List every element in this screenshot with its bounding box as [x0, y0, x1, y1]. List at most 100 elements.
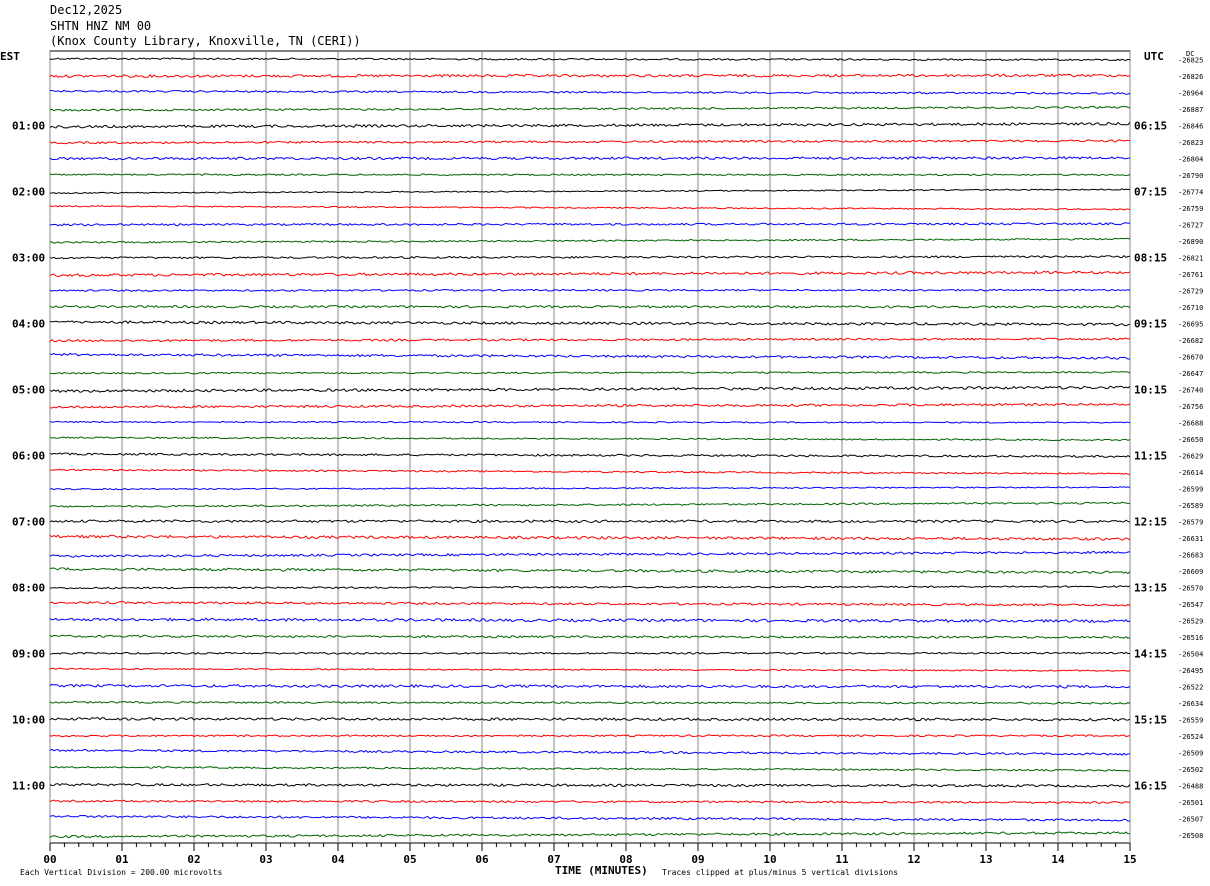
seismic-trace — [49, 585, 1131, 590]
dc-offset-label: -26890 — [1178, 238, 1203, 246]
right-time-label: 09:15 — [1134, 317, 1167, 330]
dc-offset-label: -26670 — [1178, 353, 1203, 361]
seismic-trace — [49, 337, 1131, 343]
dc-offset-label: -26501 — [1178, 799, 1203, 807]
dc-offset-label: -26790 — [1178, 172, 1203, 180]
dc-offset-label: -26650 — [1178, 436, 1203, 444]
seismic-trace — [49, 550, 1131, 558]
x-tick-label: 03 — [259, 853, 272, 866]
chart-date: Dec12,2025 — [50, 3, 123, 17]
dc-offset-label: -26529 — [1178, 617, 1203, 625]
seismic-trace — [49, 748, 1131, 756]
dc-offset-label: -26631 — [1178, 535, 1203, 543]
seismic-trace — [49, 567, 1131, 575]
seismic-trace — [49, 204, 1131, 211]
seismic-trace — [49, 173, 1131, 177]
dc-offset-label: -26609 — [1178, 568, 1203, 576]
dc-offset-label: -26508 — [1178, 832, 1203, 840]
x-tick-label: 05 — [403, 853, 416, 866]
seismic-traces — [49, 57, 1131, 839]
x-tick-label: 08 — [619, 853, 632, 866]
axis-labels: 00 01 02 03 04 05 06 07 08 09 10 11 12 13 14 15 -26825 -2… — [12, 56, 1203, 866]
x-tick-label: 11 — [835, 853, 849, 866]
seismic-trace — [49, 717, 1131, 722]
x-tick-label: 02 — [187, 853, 200, 866]
dc-offset-label: -26522 — [1178, 683, 1203, 691]
dc-offset-label: -26825 — [1178, 56, 1203, 64]
dc-offset-label: -26502 — [1178, 766, 1203, 774]
seismic-trace — [49, 667, 1131, 672]
station-code: SHTN HNZ NM 00 — [50, 19, 152, 33]
dc-offset-label: -26729 — [1178, 287, 1203, 295]
seismic-trace — [49, 734, 1131, 738]
seismic-trace — [49, 222, 1131, 227]
dc-offset-label: -26579 — [1178, 518, 1203, 526]
seismic-trace — [49, 534, 1131, 541]
right-time-label: 14:15 — [1134, 647, 1167, 660]
left-time-label: 09:00 — [12, 647, 45, 660]
dc-offset-label: -26682 — [1178, 337, 1203, 345]
dc-offset-label: -26599 — [1178, 485, 1203, 493]
seismic-trace — [49, 402, 1131, 409]
seismic-trace — [49, 651, 1131, 655]
footer-division-note: Each Vertical Division = 200.00 microvol… — [20, 868, 222, 877]
dc-offset-label: -26727 — [1178, 221, 1203, 229]
seismic-trace — [49, 121, 1131, 129]
left-time-label: 04:00 — [12, 317, 45, 330]
dc-offset-label: -26804 — [1178, 155, 1203, 163]
seismic-trace — [49, 519, 1131, 524]
dc-offset-label: -26547 — [1178, 601, 1203, 609]
left-time-label: 06:00 — [12, 449, 45, 462]
seismic-trace — [49, 765, 1131, 772]
dc-offset-label: -26683 — [1178, 551, 1203, 559]
dc-offset-label: -26559 — [1178, 716, 1203, 724]
right-time-label: 13:15 — [1134, 581, 1167, 594]
seismic-trace — [49, 420, 1131, 424]
x-tick-label: 12 — [907, 853, 920, 866]
dc-offset-label: -26964 — [1178, 89, 1203, 97]
dc-offset-label: -26524 — [1178, 733, 1203, 741]
dc-offset-label: -26821 — [1178, 254, 1203, 262]
right-time-label: 10:15 — [1134, 383, 1167, 396]
x-tick-label: 06 — [475, 853, 489, 866]
dc-offset-label: -26495 — [1178, 667, 1203, 675]
dc-offset-label: -26688 — [1178, 419, 1203, 427]
left-time-label: 02:00 — [12, 185, 45, 198]
dc-offset-label: -26740 — [1178, 386, 1203, 394]
x-tick-label: 00 — [43, 853, 56, 866]
left-time-label: 01:00 — [12, 119, 45, 132]
right-time-label: 15:15 — [1134, 713, 1167, 726]
seismic-trace — [49, 831, 1131, 839]
left-time-label: 07:00 — [12, 515, 45, 528]
left-time-label: 03:00 — [12, 251, 45, 264]
dc-offset-label: -26826 — [1178, 73, 1203, 81]
dc-offset-label: -26509 — [1178, 749, 1203, 757]
plot-frame — [49, 50, 1131, 844]
dc-offset-label: -26570 — [1178, 584, 1203, 592]
seismic-trace — [49, 304, 1131, 309]
dc-offset-label: -26710 — [1178, 304, 1203, 312]
dc-offset-label: -26761 — [1178, 271, 1203, 279]
x-tick-label: 10 — [763, 853, 776, 866]
seismic-trace — [49, 486, 1131, 491]
right-time-label: 16:15 — [1134, 779, 1167, 792]
dc-offset-label: -26846 — [1178, 122, 1203, 130]
station-location: (Knox County Library, Knoxville, TN (CER… — [50, 34, 361, 48]
dc-offset-label: -26629 — [1178, 452, 1203, 460]
dc-offset-label: -26774 — [1178, 188, 1203, 196]
x-tick-label: 01 — [115, 853, 129, 866]
x-tick-label: 15 — [1123, 853, 1136, 866]
dc-offset-label: -26634 — [1178, 700, 1203, 708]
x-tick-label: 04 — [331, 853, 345, 866]
seismic-trace — [49, 105, 1131, 112]
right-time-label: 08:15 — [1134, 251, 1167, 264]
left-axis-title: EST — [0, 50, 20, 63]
seismic-trace — [49, 700, 1131, 705]
x-tick-label: 14 — [1051, 853, 1065, 866]
seismic-trace — [49, 782, 1131, 788]
seismic-trace — [49, 188, 1131, 195]
x-tick-label: 09 — [691, 853, 704, 866]
seismic-trace — [49, 468, 1131, 475]
seismic-trace — [49, 600, 1131, 607]
footer-clip-note: Traces clipped at plus/minus 5 vertical … — [662, 868, 898, 877]
